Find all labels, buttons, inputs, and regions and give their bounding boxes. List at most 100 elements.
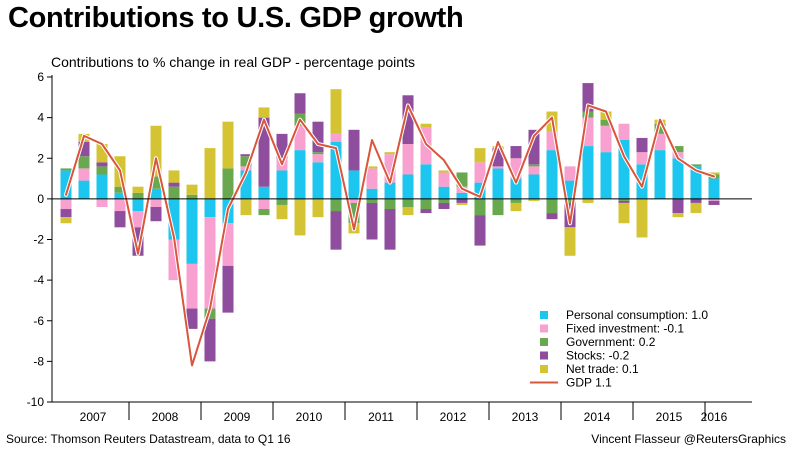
- bar-consumption: [186, 198, 198, 264]
- y-tick-label: 6: [37, 70, 44, 84]
- bar-stocks: [258, 117, 270, 187]
- bar-net_trade: [186, 184, 198, 195]
- bar-net_trade: [294, 198, 306, 236]
- bar-stocks: [222, 265, 234, 313]
- bar-stocks: [546, 213, 558, 220]
- legend-swatch-stocks: [540, 351, 548, 360]
- bar-investment: [312, 154, 324, 163]
- bar-stocks: [132, 227, 144, 256]
- gdp-line: [65, 104, 715, 367]
- bar-stocks: [690, 198, 702, 203]
- bar-net_trade: [528, 198, 540, 201]
- bar-government: [474, 198, 486, 216]
- bar-investment: [366, 168, 378, 189]
- bar-investment: [474, 162, 486, 183]
- bar-government: [258, 209, 270, 216]
- bar-investment: [132, 211, 144, 228]
- bar-stocks: [114, 211, 126, 228]
- bar-consumption: [672, 158, 684, 199]
- bar-net_trade: [258, 107, 270, 118]
- bar-government: [492, 198, 504, 216]
- legend-label-government: Government: 0.2: [566, 335, 656, 349]
- bar-investment: [546, 131, 558, 151]
- chart-subtitle: Contributions to % change in real GDP - …: [51, 54, 415, 70]
- bar-investment: [96, 198, 108, 207]
- bar-consumption: [348, 170, 360, 199]
- x-tick-label: 2007: [80, 410, 107, 424]
- bar-net_trade: [96, 144, 108, 163]
- bar-net_trade: [150, 125, 162, 177]
- bar-net_trade: [456, 202, 468, 205]
- gdp-line-layer: [64, 103, 716, 368]
- bar-consumption: [60, 170, 72, 199]
- bar-consumption: [528, 174, 540, 199]
- bar-consumption: [204, 198, 216, 218]
- bar-consumption: [438, 186, 450, 199]
- bar-net_trade: [420, 123, 432, 128]
- bar-consumption: [618, 139, 630, 199]
- bar-net_trade: [510, 202, 522, 212]
- bar-stocks: [618, 200, 630, 203]
- bar-consumption: [96, 174, 108, 199]
- bar-government: [186, 194, 198, 199]
- bar-investment: [168, 239, 180, 281]
- bar-government: [60, 168, 72, 171]
- bar-net_trade: [690, 202, 702, 214]
- bar-consumption: [168, 198, 180, 240]
- bar-government: [546, 198, 558, 214]
- bar-government: [438, 198, 450, 203]
- x-tick-label: 2012: [440, 410, 467, 424]
- bar-government: [654, 123, 666, 134]
- bar-investment: [708, 198, 720, 201]
- y-tick-label: -10: [27, 395, 45, 409]
- bar-government: [402, 198, 414, 207]
- bar-stocks: [348, 129, 360, 171]
- bar-investment: [114, 198, 126, 212]
- bar-net_trade: [222, 121, 234, 169]
- bar-consumption: [690, 166, 702, 199]
- bar-net_trade: [132, 186, 144, 193]
- x-tick-label: 2013: [512, 410, 539, 424]
- bar-investment: [582, 117, 594, 147]
- bar-investment: [636, 152, 648, 165]
- bar-stocks: [168, 182, 180, 187]
- bar-net_trade: [582, 198, 594, 203]
- bar-stocks: [528, 129, 540, 165]
- bar-net_trade: [312, 198, 324, 218]
- bar-investment: [654, 133, 666, 151]
- bar-consumption: [708, 178, 720, 199]
- x-tick-label: 2009: [224, 410, 251, 424]
- x-tick-label: 2010: [296, 410, 323, 424]
- bar-net_trade: [60, 217, 72, 224]
- bar-government: [330, 198, 342, 212]
- bar-government: [276, 198, 288, 205]
- bar-government: [168, 186, 180, 199]
- bar-investment: [60, 198, 72, 210]
- bar-stocks: [276, 133, 288, 159]
- legend-swatch-government: [540, 338, 548, 346]
- bar-consumption: [510, 178, 522, 199]
- bar-stocks: [672, 198, 684, 214]
- bar-government: [150, 176, 162, 189]
- bar-consumption: [456, 192, 468, 199]
- credit-note: Vincent Flasseur @ReutersGraphics: [591, 432, 786, 446]
- y-tick-label: 2: [37, 151, 44, 165]
- bar-government: [456, 172, 468, 187]
- bar-government: [600, 119, 612, 126]
- bar-investment: [438, 172, 450, 187]
- bar-stocks: [78, 142, 90, 157]
- source-note: Source: Thomson Reuters Datastream, data…: [6, 432, 291, 446]
- bar-investment: [150, 198, 162, 207]
- bar-investment: [258, 198, 270, 210]
- x-tick-label: 2015: [656, 410, 683, 424]
- legend-swatch-investment: [540, 324, 548, 333]
- bar-consumption: [240, 170, 252, 199]
- bar-government: [420, 198, 432, 210]
- bar-investment: [492, 166, 504, 169]
- bar-stocks: [402, 95, 414, 145]
- y-tick-label: -2: [33, 233, 44, 247]
- bar-stocks: [420, 209, 432, 214]
- legend-label-gdp: GDP 1.1: [566, 376, 612, 390]
